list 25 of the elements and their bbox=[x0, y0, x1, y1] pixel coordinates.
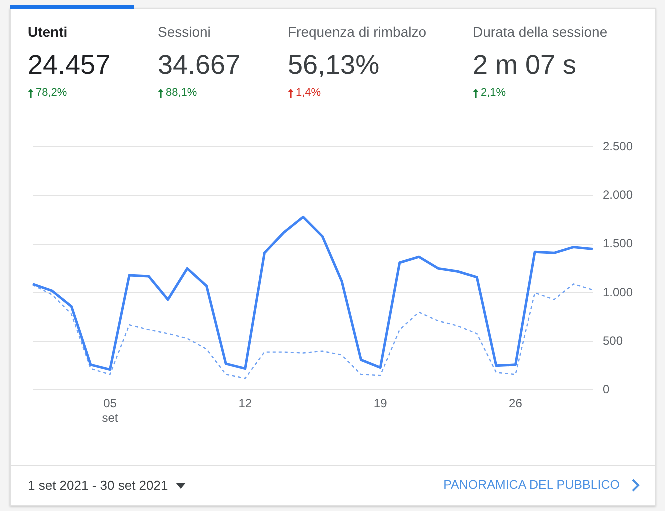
x-tick-label: 19 bbox=[374, 396, 388, 411]
y-tick-label: 2.500 bbox=[602, 140, 634, 154]
text: Frequenza di rimbalzo bbox=[288, 24, 427, 40]
y-tick-label: 500 bbox=[602, 334, 624, 348]
x-tick-label: 12 bbox=[238, 396, 252, 411]
text: 56,13% bbox=[288, 50, 381, 81]
y-tick-label: 0 bbox=[602, 382, 610, 397]
text: Durata della sessione bbox=[473, 24, 608, 40]
line-series bbox=[32, 284, 594, 380]
y-tick-label: 2.000 bbox=[602, 188, 634, 202]
text: 78,2% bbox=[36, 87, 68, 99]
text: 24.457 bbox=[28, 50, 111, 81]
text: 2 m 07 s bbox=[473, 50, 578, 81]
text: 1 set 2021 - 30 set 2021 bbox=[28, 478, 168, 493]
text: Utenti bbox=[28, 24, 69, 40]
y-tick-label: 1.000 bbox=[602, 285, 634, 300]
text: 1,4% bbox=[296, 87, 322, 99]
x-tick-label: 26 bbox=[509, 396, 523, 411]
text: Sessioni bbox=[158, 24, 212, 40]
text: PANORAMICA DEL PUBBLICO bbox=[444, 478, 620, 492]
y-tick-label: 1.500 bbox=[602, 236, 634, 251]
text: 88,1% bbox=[166, 87, 198, 99]
text: 2,1% bbox=[481, 87, 506, 99]
x-tick-label: 05 set bbox=[102, 396, 119, 426]
text: 34.667 bbox=[158, 50, 241, 81]
